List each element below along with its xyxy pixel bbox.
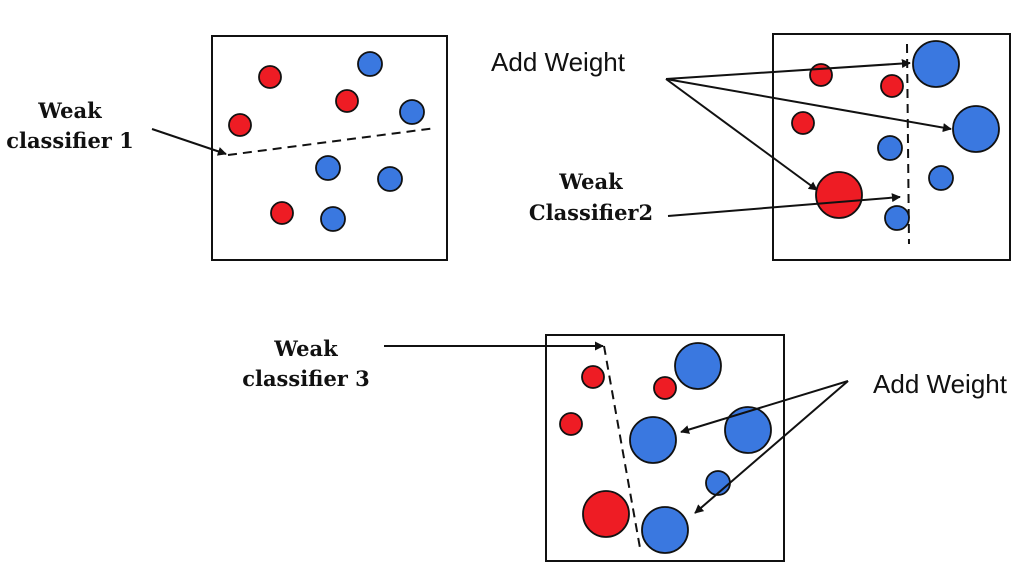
weak-classifier-3-label-line1: Weak xyxy=(273,336,338,361)
sample-blue-weighted xyxy=(952,105,1000,153)
arrow-add-weight-top-2 xyxy=(665,78,952,133)
sample-red xyxy=(653,376,677,400)
sample-blue-weighted xyxy=(912,40,960,88)
add-weight-bottom-label: Add Weight xyxy=(873,369,1008,399)
arrow-add-weight-bottom-2 xyxy=(694,380,849,514)
sample-blue xyxy=(399,99,425,125)
sample-blue xyxy=(884,205,910,231)
sample-blue-weighted xyxy=(641,506,689,554)
sample-blue xyxy=(320,206,346,232)
sample-blue xyxy=(315,155,341,181)
panel-round-2 xyxy=(772,33,1011,261)
add-weight-top-label: Add Weight xyxy=(491,47,626,77)
sample-red xyxy=(559,412,583,436)
sample-blue xyxy=(928,165,954,191)
weak-classifier-3-label-line2: classifier 3 xyxy=(242,366,370,391)
sample-blue-weighted xyxy=(724,406,772,454)
sample-blue-weighted xyxy=(674,342,722,390)
arrow-add-weight-top-3 xyxy=(665,78,818,191)
weak-classifier-2-label-line2: Classifier2 xyxy=(529,200,653,225)
sample-red xyxy=(880,74,904,98)
weak-classifier-3-boundary xyxy=(603,345,641,549)
sample-red xyxy=(270,201,294,225)
sample-red xyxy=(228,113,252,137)
sample-blue xyxy=(877,135,903,161)
weak-classifier-2-label-line1: Weak xyxy=(558,169,623,194)
arrow-weak-classifier-1 xyxy=(151,128,227,156)
sample-blue xyxy=(705,470,731,496)
sample-red-weighted xyxy=(815,171,863,219)
panel-round-1 xyxy=(211,35,448,261)
sample-red xyxy=(335,89,359,113)
arrow-add-weight-top-1 xyxy=(665,59,911,80)
weak-classifier-2-boundary xyxy=(906,43,910,245)
arrows xyxy=(151,59,952,514)
labels: Weak classifier 1 Add Weight Weak Classi… xyxy=(6,47,1008,399)
weak-classifier-1-label-line1: Weak xyxy=(37,98,102,123)
panel-round-3 xyxy=(545,334,785,562)
sample-red xyxy=(581,365,605,389)
sample-red xyxy=(809,63,833,87)
sample-red xyxy=(258,65,282,89)
sample-red xyxy=(791,111,815,135)
weak-classifier-1-label-line2: classifier 1 xyxy=(6,128,134,153)
arrow-add-weight-bottom-1 xyxy=(680,380,849,434)
arrow-weak-classifier-2 xyxy=(667,193,901,217)
sample-red-weighted xyxy=(582,490,630,538)
sample-blue xyxy=(377,166,403,192)
sample-blue-weighted xyxy=(629,416,677,464)
sample-blue xyxy=(357,51,383,77)
weak-classifier-1-boundary xyxy=(227,127,437,156)
